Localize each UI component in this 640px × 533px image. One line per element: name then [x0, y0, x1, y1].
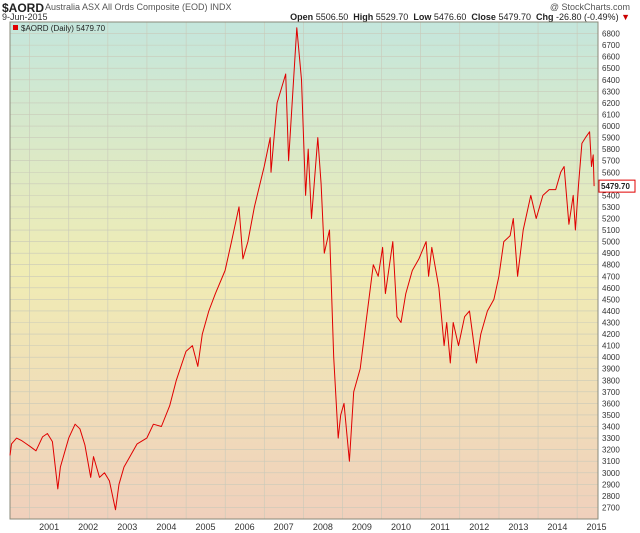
brand-watermark: @ StockCharts.com	[549, 2, 630, 12]
x-tick-label: 2001	[39, 522, 59, 532]
y-tick-label: 4200	[602, 330, 620, 339]
y-tick-label: 2800	[602, 492, 620, 501]
y-tick-label: 3600	[602, 399, 620, 408]
y-tick-label: 6400	[602, 76, 620, 85]
y-tick-label: 3000	[602, 469, 620, 478]
y-axis-ticks: 2700 2800 2900 3000 3100 3200 3300 3400 3500 3600…	[602, 30, 620, 513]
open-value: 5506.50	[315, 12, 349, 22]
y-tick-label: 5700	[602, 157, 620, 166]
x-tick-label: 2008	[313, 522, 333, 532]
chg-value: -26.80 (-0.49%)	[556, 12, 619, 22]
y-tick-label: 3200	[602, 446, 620, 455]
legend-swatch	[13, 25, 18, 30]
open-label: Open	[290, 12, 314, 22]
y-tick-label: 4500	[602, 295, 620, 304]
y-tick-label: 3400	[602, 423, 620, 432]
low-value: 5476.60	[433, 12, 467, 22]
x-tick-label: 2012	[469, 522, 489, 532]
y-tick-label: 6100	[602, 110, 620, 119]
y-tick-label: 5800	[602, 145, 620, 154]
legend-label: $AORD (Daily) 5479.70	[21, 24, 106, 33]
symbol-label: $AORD	[2, 1, 45, 15]
x-gridlines	[29, 22, 578, 519]
high-value: 5529.70	[375, 12, 409, 22]
y-tick-label: 2700	[602, 503, 620, 512]
y-tick-label: 4800	[602, 261, 620, 270]
y-tick-label: 6800	[602, 30, 620, 39]
y-tick-label: 5400	[602, 191, 620, 200]
y-tick-label: 4100	[602, 342, 620, 351]
y-tick-label: 6000	[602, 122, 620, 131]
y-tick-label: 6600	[602, 53, 620, 62]
low-label: Low	[413, 12, 432, 22]
last-value-tag: 5479.70	[598, 179, 636, 193]
y-tick-label: 4900	[602, 249, 620, 258]
y-tick-label: 5100	[602, 226, 620, 235]
chg-label: Chg	[536, 12, 554, 22]
down-arrow-icon: ▼	[621, 12, 630, 22]
close-value: 5479.70	[498, 12, 531, 22]
y-tick-label: 5300	[602, 203, 620, 212]
x-axis-ticks: 2001 2002 2003 2004 2005 2006 2007 2008 2009 2010…	[39, 522, 606, 532]
y-tick-label: 4400	[602, 307, 620, 316]
x-tick-label: 2006	[235, 522, 255, 532]
y-tick-label: 3300	[602, 434, 620, 443]
x-tick-label: 2007	[274, 522, 294, 532]
y-tick-label: 4700	[602, 272, 620, 281]
y-tick-label: 3800	[602, 376, 620, 385]
y-tick-label: 4300	[602, 319, 620, 328]
legend: $AORD (Daily) 5479.70	[13, 24, 106, 33]
last-value-label: 5479.70	[601, 182, 630, 191]
y-tick-label: 3500	[602, 411, 620, 420]
y-tick-label: 6300	[602, 87, 620, 96]
high-label: High	[353, 12, 374, 22]
x-tick-label: 2014	[547, 522, 567, 532]
y-tick-label: 3700	[602, 388, 620, 397]
y-tick-label: 2900	[602, 480, 620, 489]
x-tick-label: 2010	[391, 522, 411, 532]
chart-date: 9-Jun-2015	[2, 12, 48, 22]
series-line	[9, 27, 595, 511]
x-tick-label: 2002	[78, 522, 98, 532]
y-tick-label: 3100	[602, 457, 620, 466]
y-tick-label: 4600	[602, 284, 620, 293]
x-tick-label: 2013	[508, 522, 528, 532]
x-tick-label: 2004	[156, 522, 176, 532]
close-label: Close	[471, 12, 496, 22]
ohlc-readout: Open 5506.50 High 5529.70 Low 5476.60 Cl…	[290, 12, 630, 22]
symbol-description: Australia ASX All Ords Composite (EOD) I…	[45, 2, 232, 12]
y-tick-label: 6500	[602, 64, 620, 73]
x-tick-label: 2003	[117, 522, 137, 532]
x-tick-label: 2005	[195, 522, 215, 532]
chart-header: $AORD Australia ASX All Ords Composite (…	[0, 0, 640, 22]
y-tick-label: 5200	[602, 214, 620, 223]
plot-border	[9, 21, 599, 520]
x-tick-label: 2009	[352, 522, 372, 532]
x-tick-label: 2015	[586, 522, 606, 532]
y-tick-label: 3900	[602, 365, 620, 374]
y-tick-label: 5600	[602, 168, 620, 177]
plot-background	[10, 22, 598, 519]
y-tick-label: 5900	[602, 134, 620, 143]
last-value-box	[598, 179, 636, 193]
y-tick-label: 6700	[602, 41, 620, 50]
x-tick-label: 2011	[430, 522, 449, 532]
y-tick-label: 6200	[602, 99, 620, 108]
y-tick-label: 4000	[602, 353, 620, 362]
y-tick-label: 5000	[602, 238, 620, 247]
